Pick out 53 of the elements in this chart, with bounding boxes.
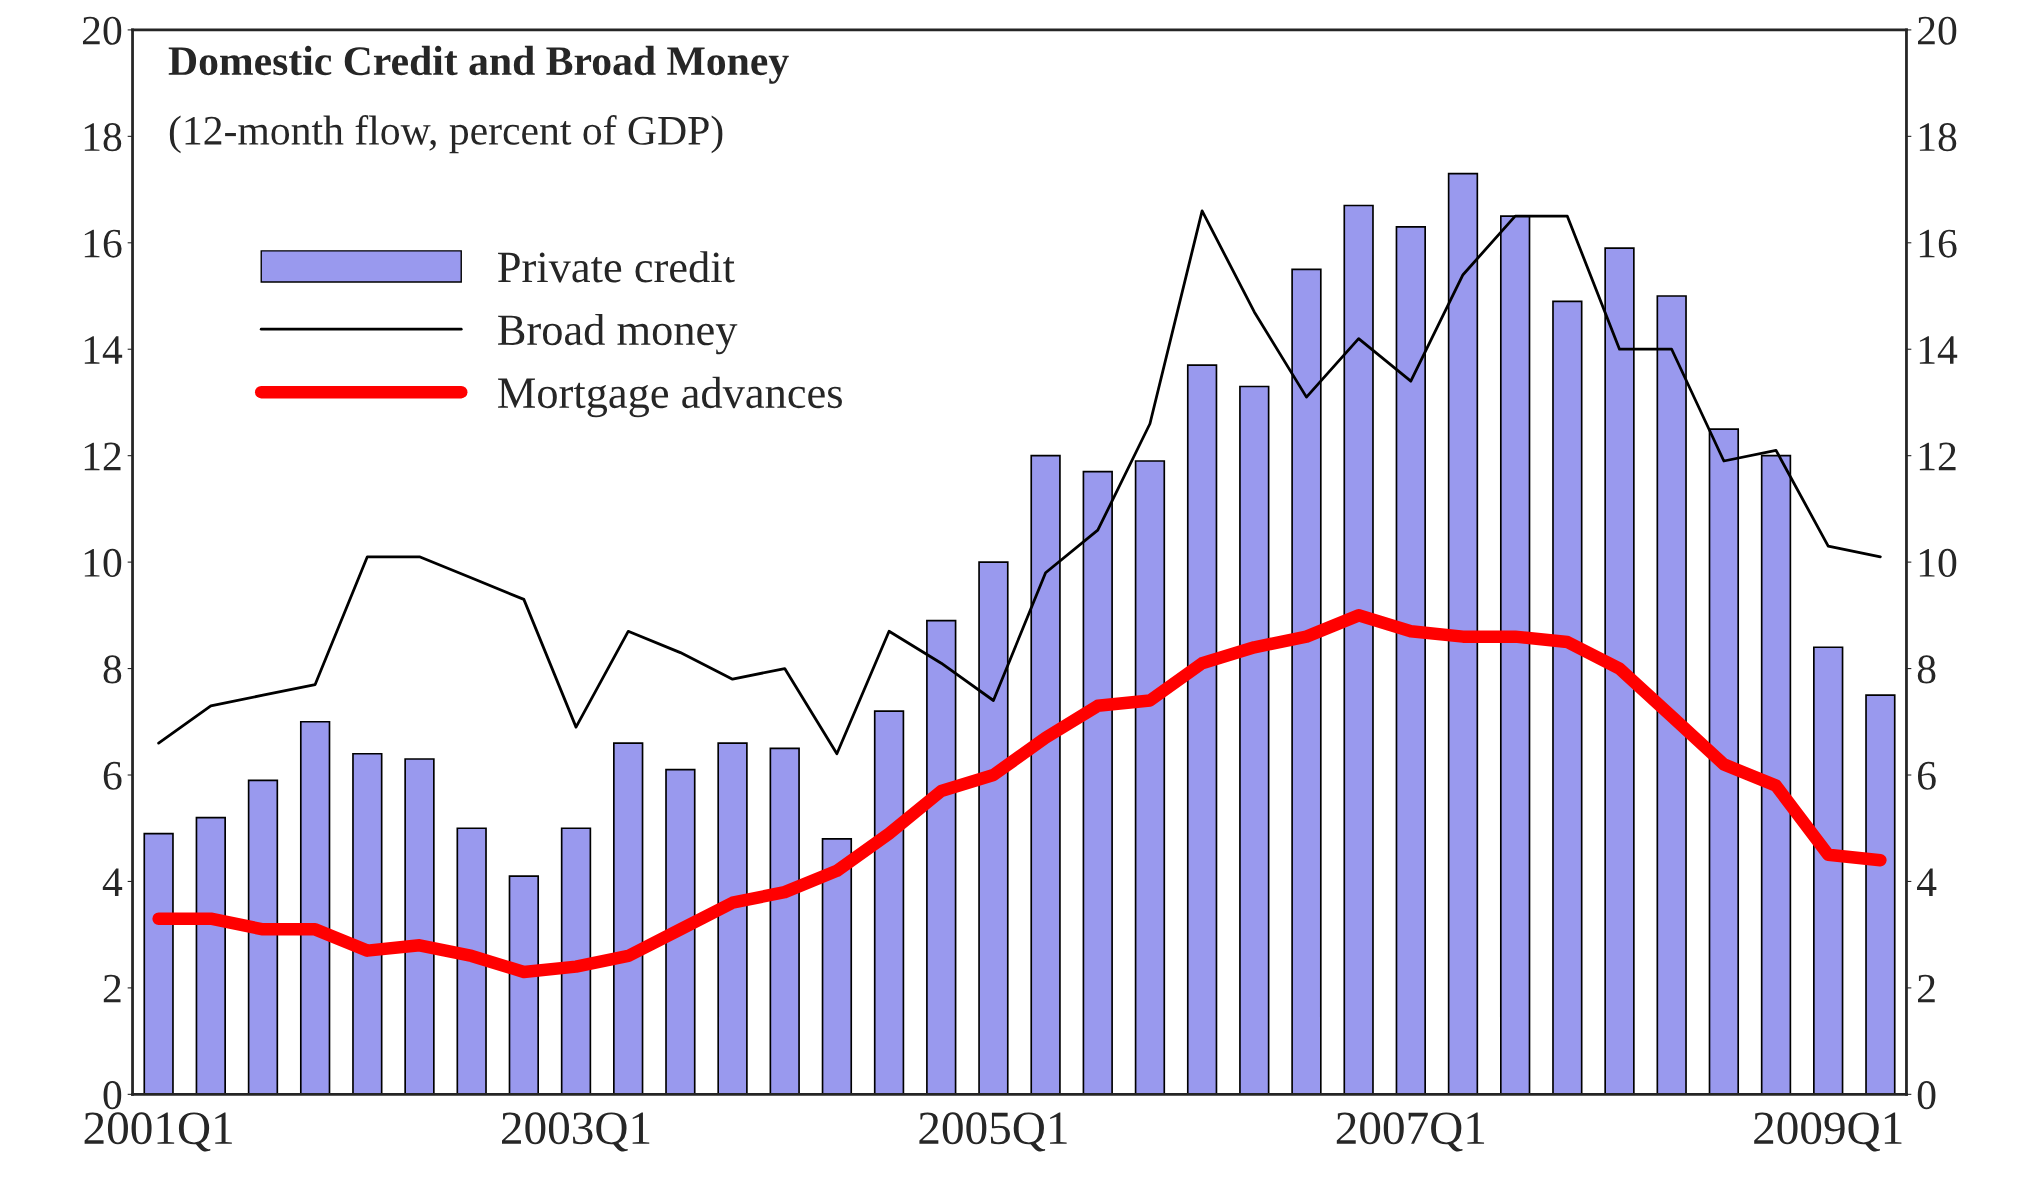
bar — [1239, 385, 1270, 1095]
bar — [1186, 364, 1218, 1095]
legend-label: Broad money — [498, 313, 738, 355]
legend-label: Mortgage advances — [498, 376, 842, 418]
bar — [821, 838, 853, 1095]
bar — [508, 875, 540, 1095]
bar — [247, 779, 279, 1095]
bar — [665, 768, 696, 1095]
y-tick-label: 8 — [103, 655, 122, 684]
bar — [352, 752, 383, 1095]
y2-tick-label: 0 — [1917, 1081, 1936, 1110]
y-tick-label: 6 — [103, 761, 122, 790]
bar — [769, 747, 800, 1095]
bar — [560, 827, 592, 1095]
bar — [717, 742, 748, 1095]
bar — [613, 742, 644, 1095]
bar — [1134, 460, 1166, 1095]
bar — [195, 816, 226, 1095]
x-tick-label: 2009Q1 — [1754, 1112, 1902, 1152]
x-tick-label: 2005Q1 — [919, 1112, 1067, 1152]
y-tick-label: 20 — [82, 16, 122, 45]
y-tick-label: 2 — [103, 974, 121, 1003]
y2-tick-label: 4 — [1917, 868, 1937, 896]
text: (12-month flow, percent of GDP) — [169, 115, 723, 154]
bar — [299, 720, 331, 1095]
y-tick-label: 18 — [84, 123, 122, 152]
y-tick-label: 16 — [84, 229, 122, 258]
bar — [1813, 646, 1844, 1095]
bar — [1865, 694, 1896, 1095]
bar — [404, 758, 435, 1095]
chart-title: Domestic Credit and Broad Money — [168, 45, 789, 84]
y2-tick-label: 10 — [1919, 548, 1957, 577]
y2-tick-label: 12 — [1919, 442, 1956, 471]
x-tick-label: 2001Q1 — [84, 1112, 232, 1152]
legend-label: Private credit — [498, 251, 735, 283]
y2-tick-label: 14 — [1919, 336, 1958, 364]
bar — [456, 827, 487, 1095]
y-tick-label: 14 — [84, 336, 123, 364]
bar — [873, 710, 905, 1095]
y-tick-label: 4 — [102, 868, 123, 896]
y2-tick-label: 8 — [1917, 655, 1936, 684]
y2-tick-label: 16 — [1919, 229, 1957, 258]
x-tick-label: 2003Q1 — [502, 1112, 650, 1152]
y2-tick-label: 18 — [1919, 123, 1957, 152]
y-tick-label: 0 — [103, 1081, 122, 1110]
bar — [1552, 300, 1583, 1095]
bar — [143, 832, 174, 1095]
y2-tick-label: 20 — [1918, 16, 1957, 45]
y2-tick-label: 2 — [1918, 974, 1935, 1003]
y-tick-label: 12 — [84, 442, 121, 471]
x-tick-label: 2007Q1 — [1336, 1112, 1485, 1152]
y-tick-label: 10 — [84, 548, 122, 577]
y2-tick-label: 6 — [1917, 761, 1936, 790]
